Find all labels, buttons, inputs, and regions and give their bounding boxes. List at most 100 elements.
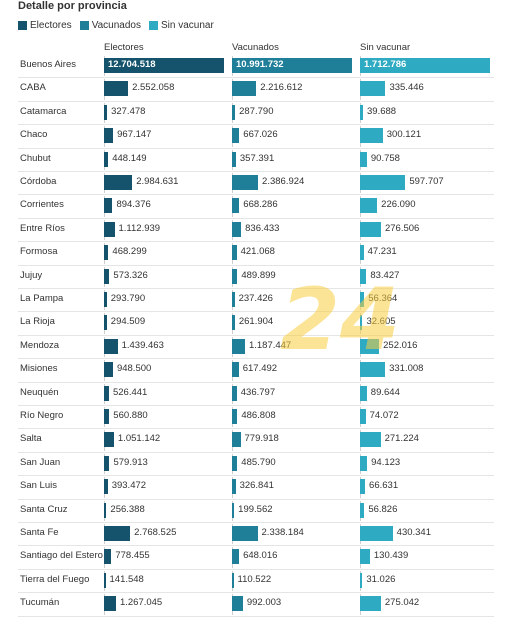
bar-electores[interactable] [104, 58, 224, 73]
bar-electores[interactable] [104, 221, 115, 237]
bar-sin-vacunar[interactable] [360, 432, 381, 448]
bar-sin-vacunar[interactable] [360, 409, 366, 424]
bar-sin-vacunar[interactable] [360, 549, 370, 565]
data-label: 778.455 [115, 550, 150, 562]
column-header: Electores [104, 42, 144, 53]
row-divider [18, 568, 494, 570]
watermark-logo: 24 [280, 270, 400, 370]
bar-vacunados[interactable] [232, 198, 240, 214]
province-label: CABA [20, 82, 46, 94]
bar-electores[interactable] [104, 432, 114, 448]
bar-electores[interactable] [104, 128, 114, 144]
row-divider [18, 592, 494, 594]
bar-electores[interactable] [104, 385, 109, 401]
bar-vacunados[interactable] [232, 362, 239, 378]
legend-item[interactable]: Vacunados [79, 20, 141, 31]
bar-vacunados[interactable] [232, 104, 236, 120]
bar-electores[interactable] [104, 549, 112, 565]
bar-sin-vacunar[interactable] [360, 128, 383, 144]
bar-sin-vacunar[interactable] [360, 455, 368, 471]
province-label: Chaco [20, 129, 48, 141]
province-label: La Pampa [20, 293, 64, 304]
bar-sin-vacunar[interactable] [360, 572, 363, 588]
bar-sin-vacunar[interactable] [360, 385, 367, 401]
bar-vacunados[interactable] [232, 268, 238, 284]
bar-vacunados[interactable] [232, 455, 238, 471]
bar-sin-vacunar[interactable] [360, 526, 393, 541]
data-label: 89.644 [370, 386, 400, 398]
data-label: 948.500 [116, 363, 152, 375]
bar-vacunados[interactable] [232, 151, 236, 167]
bar-electores[interactable] [104, 81, 129, 97]
bar-electores[interactable] [104, 338, 118, 354]
bar-sin-vacunar[interactable] [360, 151, 367, 167]
data-label: 331.008 [389, 363, 424, 375]
bar-electores[interactable] [104, 455, 110, 471]
bar-vacunados[interactable] [232, 81, 257, 97]
data-label: 252.016 [383, 339, 418, 351]
bar-vacunados[interactable] [232, 245, 237, 261]
bar-electores[interactable] [104, 479, 108, 495]
legend-item[interactable]: Sin vacunar [148, 20, 214, 31]
bar-vacunados[interactable] [232, 572, 234, 588]
bar-vacunados[interactable] [232, 385, 237, 401]
bar-electores[interactable] [104, 315, 107, 331]
bar-vacunados[interactable] [232, 128, 240, 144]
bar-electores[interactable] [104, 104, 108, 120]
row-divider [18, 498, 494, 500]
data-label: 1.051.142 [117, 433, 161, 445]
data-label: 294.509 [110, 316, 146, 328]
province-label: Río Negro [20, 410, 64, 421]
bar-vacunados[interactable] [232, 315, 235, 331]
bar-vacunados[interactable] [232, 549, 240, 565]
data-label: 32.605 [366, 316, 396, 328]
bar-electores[interactable] [104, 151, 109, 167]
bar-electores[interactable] [104, 596, 116, 612]
bar-vacunados[interactable] [232, 596, 243, 612]
province-label: Tierra del Fuego [20, 573, 90, 585]
bar-electores[interactable] [104, 268, 110, 284]
bar-sin-vacunar[interactable] [360, 362, 386, 378]
bar-vacunados[interactable] [232, 175, 259, 190]
bar-sin-vacunar[interactable] [360, 268, 367, 284]
bar-vacunados[interactable] [232, 292, 235, 307]
province-label: Neuquén [20, 386, 59, 398]
bar-electores[interactable] [104, 526, 131, 541]
bar-sin-vacunar[interactable] [360, 104, 363, 120]
bar-vacunados[interactable] [232, 432, 241, 448]
bar-electores[interactable] [104, 502, 107, 518]
bar-sin-vacunar[interactable] [360, 292, 365, 307]
legend-item[interactable]: Electores [18, 20, 72, 31]
bar-sin-vacunar[interactable] [360, 58, 490, 73]
bar-vacunados[interactable] [232, 338, 245, 354]
bar-sin-vacunar[interactable] [360, 479, 366, 495]
data-label: 668.286 [243, 199, 278, 211]
bar-electores[interactable] [104, 362, 113, 378]
bar-electores[interactable] [104, 409, 110, 424]
data-label: 2.386.924 [262, 176, 305, 187]
row-divider [18, 522, 494, 523]
bar-sin-vacunar[interactable] [360, 81, 386, 97]
bar-electores[interactable] [104, 292, 107, 307]
bar-sin-vacunar[interactable] [360, 245, 364, 261]
data-label: 287.790 [239, 105, 274, 117]
province-label: Tucumán [20, 597, 60, 609]
bar-electores[interactable] [104, 198, 113, 214]
bar-sin-vacunar[interactable] [360, 315, 363, 331]
bar-sin-vacunar[interactable] [360, 175, 406, 190]
bar-electores[interactable] [104, 175, 133, 190]
bar-sin-vacunar[interactable] [360, 502, 365, 518]
bar-sin-vacunar[interactable] [360, 221, 381, 237]
bar-electores[interactable] [104, 245, 109, 261]
bar-vacunados[interactable] [232, 502, 235, 518]
bar-vacunados[interactable] [232, 526, 258, 541]
bar-sin-vacunar[interactable] [360, 338, 380, 354]
bar-vacunados[interactable] [232, 58, 352, 73]
bar-sin-vacunar[interactable] [360, 596, 381, 612]
bar-electores[interactable] [104, 572, 106, 588]
bar-sin-vacunar[interactable] [360, 198, 378, 214]
bar-vacunados[interactable] [232, 479, 236, 495]
bar-vacunados[interactable] [232, 409, 238, 424]
bar-vacunados[interactable] [232, 221, 242, 237]
province-label: Jujuy [20, 269, 43, 281]
